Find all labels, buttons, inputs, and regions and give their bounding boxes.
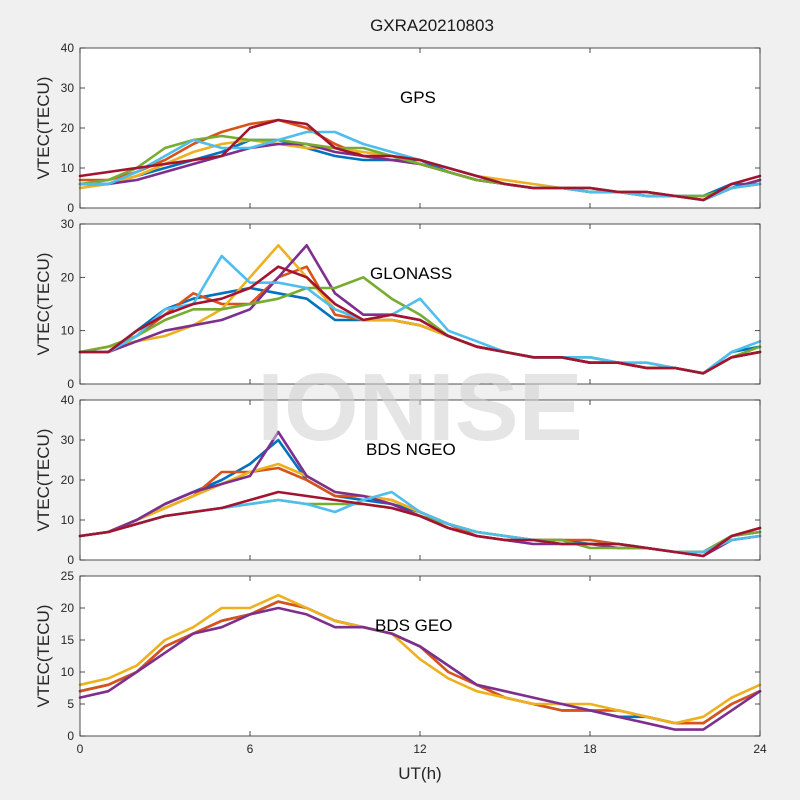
y-axis-label: VTEC(TECU) [34, 605, 53, 708]
panel-label: GLONASS [370, 264, 452, 283]
panel-2: 0 10 20 30 VTEC(TECU) GLONASS [34, 217, 762, 391]
y-tick-label: 0 [67, 201, 74, 215]
series-line [78, 490, 762, 558]
y-tick-label: 40 [61, 41, 75, 55]
y-tick-label: 0 [67, 729, 74, 743]
y-tick-label: 30 [61, 433, 75, 447]
series-line [78, 265, 762, 375]
y-tick-label: 10 [61, 161, 75, 175]
y-tick-label: 25 [61, 569, 75, 583]
y-tick-label: 0 [67, 377, 74, 391]
series-line [78, 606, 762, 731]
plot-area [80, 400, 760, 560]
y-tick-label: 0 [67, 553, 74, 567]
x-tick-label: 24 [753, 742, 767, 756]
y-tick-label: 10 [61, 665, 75, 679]
panel-1: 0 10 20 30 40 VTEC(TECU) GPS [34, 41, 762, 215]
y-axis-label: VTEC(TECU) [34, 429, 53, 532]
panel-label: GPS [400, 88, 436, 107]
panel-label: BDS GEO [375, 616, 452, 635]
y-axis-label: VTEC(TECU) [34, 253, 53, 356]
watermark: IONISE [257, 354, 582, 461]
y-tick-label: 30 [61, 217, 75, 231]
y-tick-label: 10 [61, 513, 75, 527]
figure-title: GXRA20210803 [370, 16, 494, 35]
series-line [78, 118, 762, 202]
plot-area [80, 48, 760, 208]
plot-area [80, 576, 760, 736]
x-axis-label: UT(h) [398, 764, 441, 783]
y-tick-label: 20 [61, 121, 75, 135]
y-tick-label: 5 [67, 697, 74, 711]
panels: 0 10 20 30 40 VTEC(TECU) GPS 0 10 20 30 VTEC(TECU) G… [34, 41, 767, 756]
x-tick-label: 6 [247, 742, 254, 756]
y-tick-label: 20 [61, 601, 75, 615]
y-axis-label: VTEC(TECU) [34, 77, 53, 180]
y-tick-label: 15 [61, 633, 75, 647]
x-tick-label: 0 [77, 742, 84, 756]
series-line [78, 593, 762, 725]
y-tick-label: 20 [61, 473, 75, 487]
x-tick-label: 18 [583, 742, 597, 756]
y-tick-label: 30 [61, 81, 75, 95]
panel-4: 0 5 10 15 20 25 0 6 12 18 24 VTEC(TECU) BDS GEO [34, 569, 767, 756]
panel-label: BDS NGEO [366, 440, 456, 459]
y-tick-label: 20 [61, 270, 75, 284]
x-tick-label: 12 [413, 742, 427, 756]
panel-3: 0 10 20 30 40 VTEC(TECU) BDS NGEO [34, 393, 762, 567]
y-tick-label: 40 [61, 393, 75, 407]
y-tick-label: 10 [61, 324, 75, 338]
